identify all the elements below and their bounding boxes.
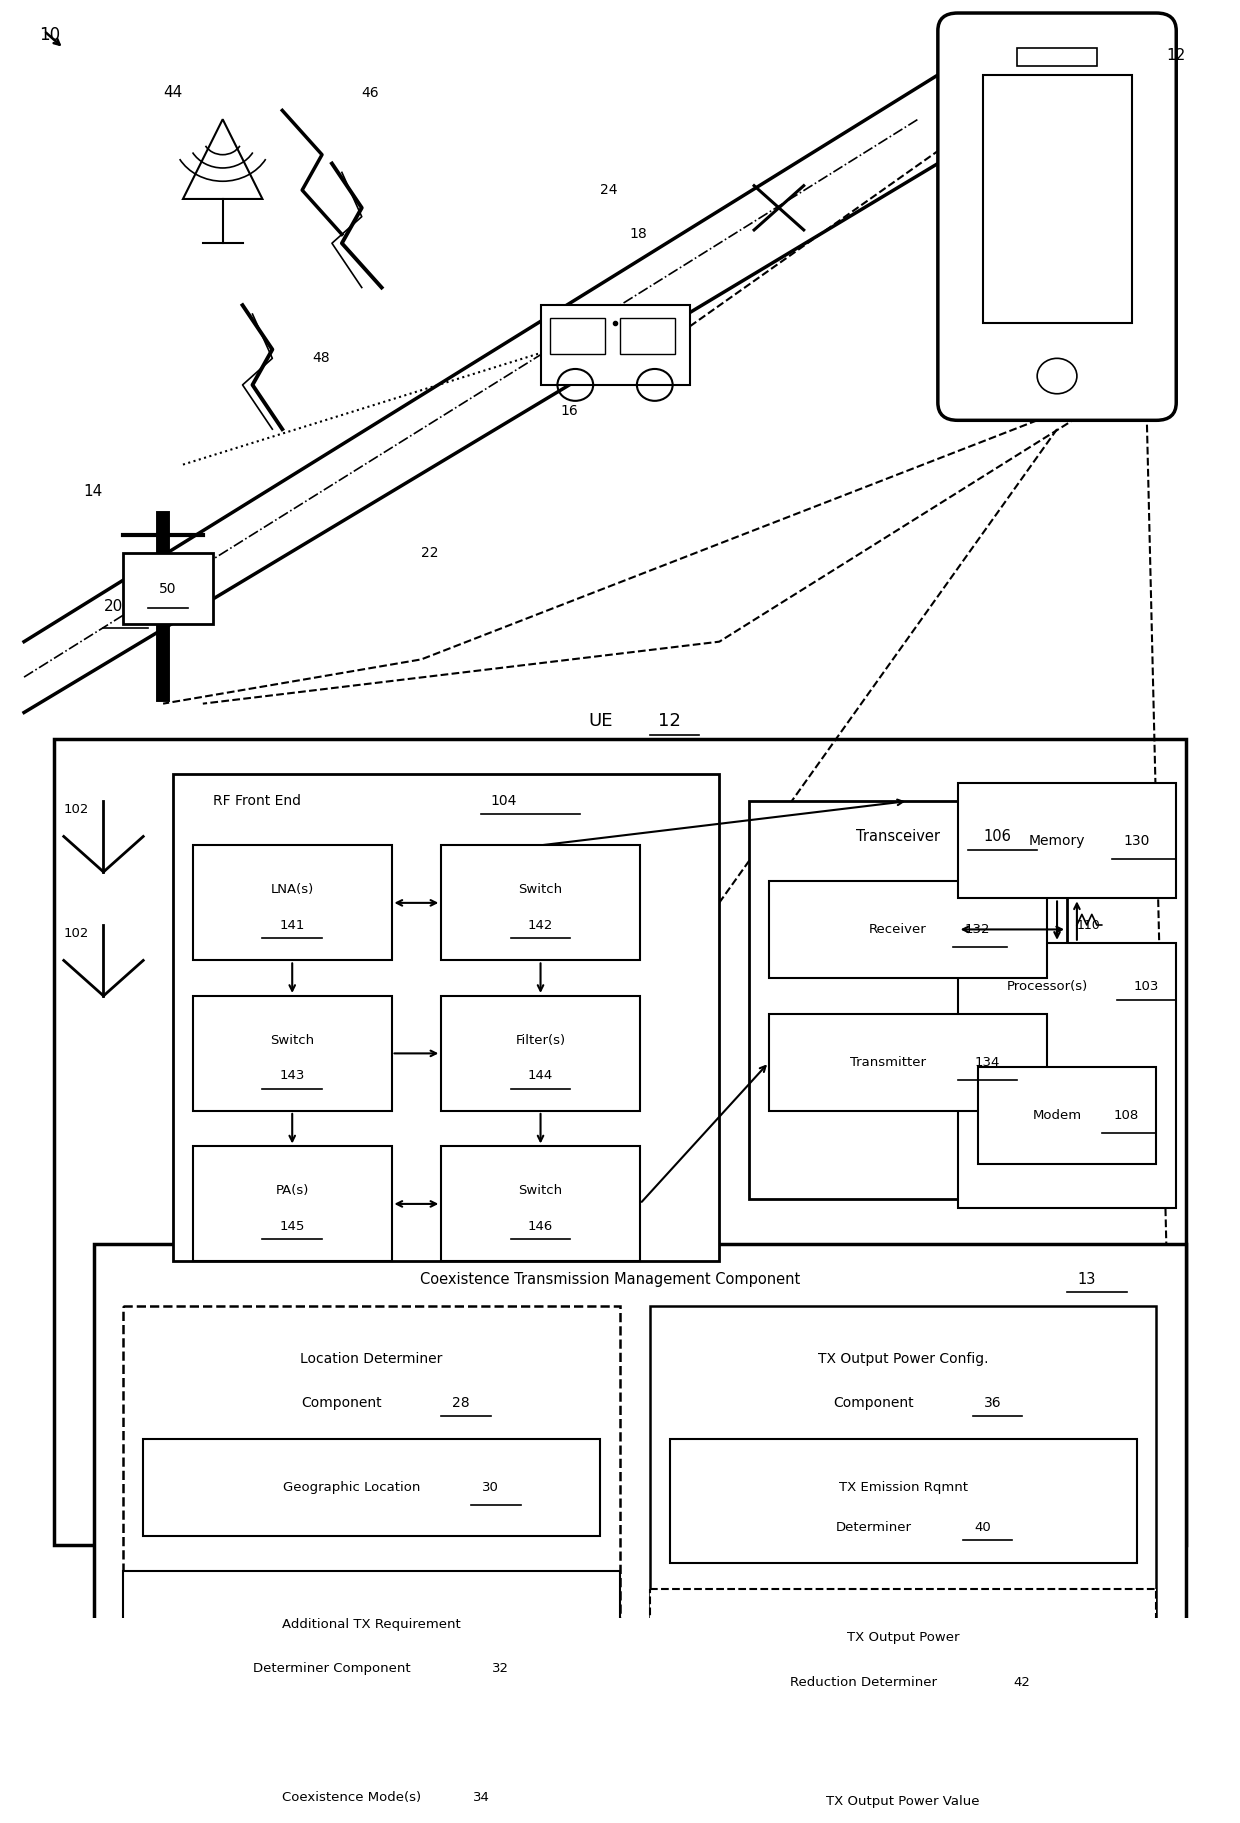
Text: Geographic Location: Geographic Location (283, 1480, 420, 1493)
Bar (174, 775, 719, 1262)
Text: TX Output Power Config.: TX Output Power Config. (818, 1353, 988, 1365)
Text: Determiner Component: Determiner Component (253, 1663, 410, 1675)
Bar (769, 881, 1047, 979)
Bar (441, 1147, 640, 1262)
Bar (123, 1571, 620, 1714)
Text: 102: 102 (63, 804, 89, 817)
Text: Coexistence Mode(s): Coexistence Mode(s) (283, 1790, 422, 1803)
Bar (144, 1438, 600, 1537)
Text: LNA(s): LNA(s) (270, 882, 314, 897)
Bar (93, 1243, 1187, 1823)
Text: 108: 108 (1114, 1108, 1140, 1121)
Text: RF Front End: RF Front End (213, 795, 301, 808)
Text: TX Emission Rqmnt: TX Emission Rqmnt (838, 1480, 967, 1493)
Text: 12: 12 (1167, 49, 1185, 64)
Text: 13: 13 (1078, 1272, 1096, 1287)
Text: Determiner: Determiner (836, 1520, 911, 1533)
Bar (620, 319, 675, 354)
Bar (749, 800, 1066, 1200)
Bar (441, 995, 640, 1110)
Text: Switch: Switch (518, 882, 563, 897)
Text: Transmitter: Transmitter (851, 1056, 926, 1068)
Text: Filter(s): Filter(s) (516, 1034, 565, 1046)
Text: Switch: Switch (518, 1185, 563, 1198)
Bar (123, 552, 213, 623)
Bar (441, 846, 640, 961)
Text: 110: 110 (1076, 919, 1101, 932)
Text: 145: 145 (279, 1220, 305, 1232)
Text: 141: 141 (279, 919, 305, 932)
Polygon shape (184, 118, 263, 199)
Bar (193, 995, 392, 1110)
Bar (123, 1305, 620, 1810)
Bar (957, 942, 1177, 1209)
Bar (650, 1305, 1157, 1810)
Text: 32: 32 (492, 1663, 510, 1675)
Bar (670, 1438, 1137, 1562)
Text: Processor(s): Processor(s) (1007, 981, 1087, 994)
Text: 22: 22 (422, 547, 439, 560)
Text: Memory: Memory (1029, 833, 1085, 848)
Text: 40: 40 (975, 1520, 991, 1533)
Bar (650, 1590, 1157, 1730)
Text: Component: Component (833, 1396, 914, 1411)
Bar (551, 319, 605, 354)
Text: 143: 143 (279, 1068, 305, 1083)
Bar (53, 738, 1187, 1544)
Text: 14: 14 (83, 483, 103, 500)
Text: TX Output Power Value: TX Output Power Value (826, 1796, 980, 1808)
Bar (123, 1748, 620, 1823)
Text: 28: 28 (453, 1396, 470, 1411)
Bar (541, 304, 689, 385)
Text: 48: 48 (312, 352, 330, 365)
Text: PA(s): PA(s) (275, 1185, 309, 1198)
Text: 12: 12 (658, 713, 681, 731)
Bar (977, 1066, 1157, 1165)
Text: 10: 10 (38, 26, 60, 44)
Text: Coexistence Transmission Management Component: Coexistence Transmission Management Comp… (420, 1272, 800, 1287)
Text: 132: 132 (965, 922, 991, 935)
Bar (769, 1014, 1047, 1110)
Text: 18: 18 (630, 228, 647, 241)
Text: 24: 24 (600, 182, 618, 197)
Text: 34: 34 (472, 1790, 490, 1803)
Text: 44: 44 (164, 86, 182, 100)
Text: 106: 106 (983, 829, 1012, 844)
Bar (982, 75, 1132, 323)
Bar (193, 846, 392, 961)
Text: 30: 30 (482, 1480, 500, 1493)
Text: Switch: Switch (270, 1034, 314, 1046)
Text: UE: UE (588, 713, 613, 731)
Text: 20: 20 (103, 598, 123, 614)
Text: 142: 142 (528, 919, 553, 932)
Text: 146: 146 (528, 1220, 553, 1232)
Text: 144: 144 (528, 1068, 553, 1083)
Bar (193, 1147, 392, 1262)
Text: 36: 36 (983, 1396, 1001, 1411)
Bar (670, 1757, 1137, 1823)
Bar (1017, 49, 1096, 66)
Text: Modem: Modem (1033, 1108, 1081, 1121)
Text: 104: 104 (491, 795, 517, 808)
Bar (957, 784, 1177, 899)
FancyBboxPatch shape (937, 13, 1177, 421)
Text: 102: 102 (63, 928, 89, 941)
Text: Component: Component (301, 1396, 382, 1411)
Text: 16: 16 (560, 405, 578, 419)
Text: Additional TX Requirement: Additional TX Requirement (283, 1619, 461, 1632)
Text: 46: 46 (362, 86, 379, 100)
Text: Transceiver: Transceiver (856, 829, 940, 844)
Text: 130: 130 (1123, 833, 1149, 848)
Text: TX Output Power: TX Output Power (847, 1632, 960, 1644)
Text: 50: 50 (159, 582, 177, 596)
Text: 103: 103 (1133, 981, 1159, 994)
Text: 134: 134 (975, 1056, 1001, 1068)
Text: 42: 42 (1014, 1675, 1030, 1688)
Text: Location Determiner: Location Determiner (300, 1353, 443, 1365)
Text: Receiver: Receiver (869, 922, 928, 935)
Text: Reduction Determiner: Reduction Determiner (790, 1675, 937, 1688)
